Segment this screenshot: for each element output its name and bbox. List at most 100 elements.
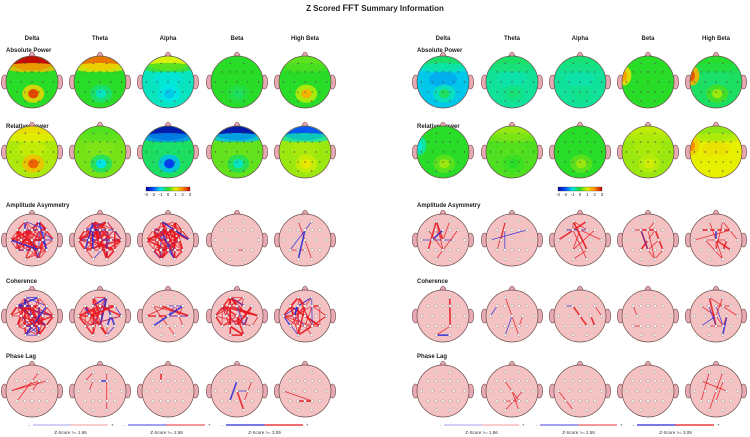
band-label-beta: Beta xyxy=(641,36,655,42)
head-left-absolute-power-theta xyxy=(69,51,132,109)
electrode xyxy=(639,295,643,299)
electrode-dot xyxy=(257,81,260,83)
connection-line xyxy=(715,305,724,327)
connection-line xyxy=(99,229,108,241)
electrode xyxy=(292,389,296,393)
colorbar xyxy=(145,186,191,192)
electrode-dot xyxy=(319,71,321,73)
connection-line xyxy=(38,229,44,241)
electrode-dot xyxy=(289,141,291,143)
electrode-dot xyxy=(496,71,498,73)
electrode xyxy=(296,295,300,299)
electrode xyxy=(510,314,514,318)
electrode xyxy=(434,228,438,232)
electrode xyxy=(235,238,239,242)
electrode xyxy=(155,314,159,318)
posterior-hotspot xyxy=(28,159,39,169)
electrode-dot xyxy=(257,151,260,153)
electrode xyxy=(91,248,95,252)
electrode-dot xyxy=(297,71,299,73)
electrode xyxy=(567,314,571,318)
electrode xyxy=(23,295,27,299)
electrode xyxy=(463,314,467,318)
connection-line xyxy=(152,229,169,251)
head-right-absolute-power-theta xyxy=(480,51,543,109)
electrode-dot xyxy=(160,71,162,73)
electrode-dot xyxy=(586,71,588,73)
electrode xyxy=(105,219,109,223)
electrode-dot xyxy=(715,91,717,93)
electrode-dot xyxy=(173,170,176,172)
electrode xyxy=(318,379,322,383)
connection-line xyxy=(10,305,33,317)
electrode xyxy=(571,228,575,232)
electrode xyxy=(173,399,177,403)
electrode-dot xyxy=(167,161,169,163)
electrode xyxy=(639,333,643,337)
connection-line xyxy=(16,372,40,402)
electrode xyxy=(495,324,499,328)
electrode xyxy=(668,238,672,242)
electrode xyxy=(495,304,499,308)
connection-line xyxy=(99,305,108,317)
frontal-transition xyxy=(417,133,469,143)
electrode-dot xyxy=(431,151,433,153)
electrode-dot xyxy=(564,141,566,143)
electrode-dot xyxy=(653,170,656,172)
electrode xyxy=(532,389,536,393)
electrode-dot xyxy=(517,132,520,135)
electrode-dot xyxy=(730,91,732,93)
electrode xyxy=(113,304,117,308)
electrode-dot xyxy=(311,71,313,73)
electrode xyxy=(213,389,217,393)
electrode xyxy=(224,238,228,242)
electrode xyxy=(434,408,438,412)
electrode-dot xyxy=(16,71,18,73)
electrode-dot xyxy=(310,100,313,102)
electrode xyxy=(441,389,445,393)
frontal-transition xyxy=(417,63,469,73)
electrode xyxy=(653,408,657,412)
electrode xyxy=(589,238,593,242)
connection-line xyxy=(283,315,313,327)
electrode xyxy=(503,324,507,328)
electrode xyxy=(41,238,45,242)
electrode xyxy=(639,228,643,232)
topomap xyxy=(74,126,126,173)
head-left-absolute-power-alpha xyxy=(137,51,200,109)
electrode xyxy=(105,257,109,261)
electrode xyxy=(661,324,665,328)
connection-line xyxy=(84,305,90,317)
central-region xyxy=(497,71,527,88)
electrode xyxy=(303,379,307,383)
connection-line xyxy=(84,372,94,382)
electrode xyxy=(721,324,725,328)
colorbar-tick: -2 xyxy=(151,192,155,197)
electrode xyxy=(173,219,177,223)
electrode xyxy=(426,248,430,252)
electrode xyxy=(589,389,593,393)
electrode xyxy=(144,314,148,318)
head-right-relative-power-alpha xyxy=(548,121,611,179)
electrode-dot xyxy=(52,81,55,83)
electrode xyxy=(159,248,163,252)
electrode xyxy=(563,399,567,403)
head-left-phase-lag-delta xyxy=(0,360,63,418)
colorbar-tick: 3 xyxy=(189,192,192,197)
electrode xyxy=(318,248,322,252)
electrode xyxy=(419,314,423,318)
electrode-dot xyxy=(730,161,732,163)
electrode xyxy=(517,333,521,337)
electrode-dot xyxy=(662,141,664,143)
electrode xyxy=(30,399,34,403)
central-region xyxy=(17,71,47,88)
electrode-dot xyxy=(289,71,291,73)
connection-line xyxy=(24,297,40,327)
connection-line xyxy=(99,305,122,317)
central-region xyxy=(17,141,47,158)
electrode-dot xyxy=(625,81,628,83)
central-region xyxy=(701,141,731,158)
topomap xyxy=(690,56,742,103)
connection-line xyxy=(92,305,101,327)
electrode-dot xyxy=(568,151,570,153)
